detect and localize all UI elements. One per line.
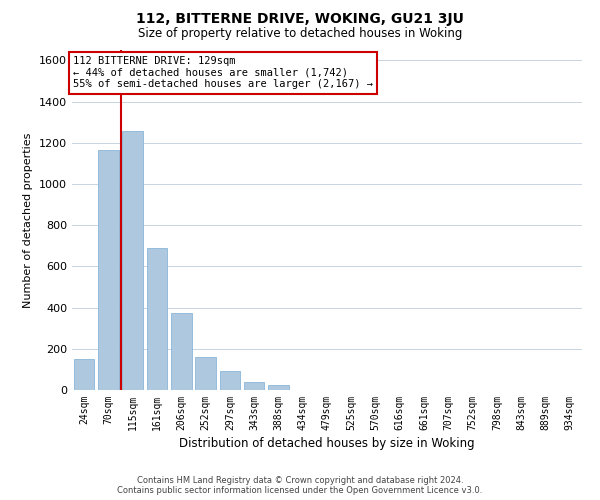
Text: Contains HM Land Registry data © Crown copyright and database right 2024.
Contai: Contains HM Land Registry data © Crown c… — [118, 476, 482, 495]
Bar — [220, 372, 240, 390]
Text: 112 BITTERNE DRIVE: 129sqm
← 44% of detached houses are smaller (1,742)
55% of s: 112 BITTERNE DRIVE: 129sqm ← 44% of deta… — [73, 56, 373, 90]
Bar — [74, 359, 94, 390]
Bar — [244, 382, 265, 390]
Text: Size of property relative to detached houses in Woking: Size of property relative to detached ho… — [138, 28, 462, 40]
Bar — [146, 248, 167, 390]
Bar — [195, 357, 216, 390]
Bar — [171, 312, 191, 390]
X-axis label: Distribution of detached houses by size in Woking: Distribution of detached houses by size … — [179, 437, 475, 450]
Bar — [268, 386, 289, 390]
Text: 112, BITTERNE DRIVE, WOKING, GU21 3JU: 112, BITTERNE DRIVE, WOKING, GU21 3JU — [136, 12, 464, 26]
Y-axis label: Number of detached properties: Number of detached properties — [23, 132, 34, 308]
Bar — [98, 150, 119, 390]
Bar — [122, 132, 143, 390]
